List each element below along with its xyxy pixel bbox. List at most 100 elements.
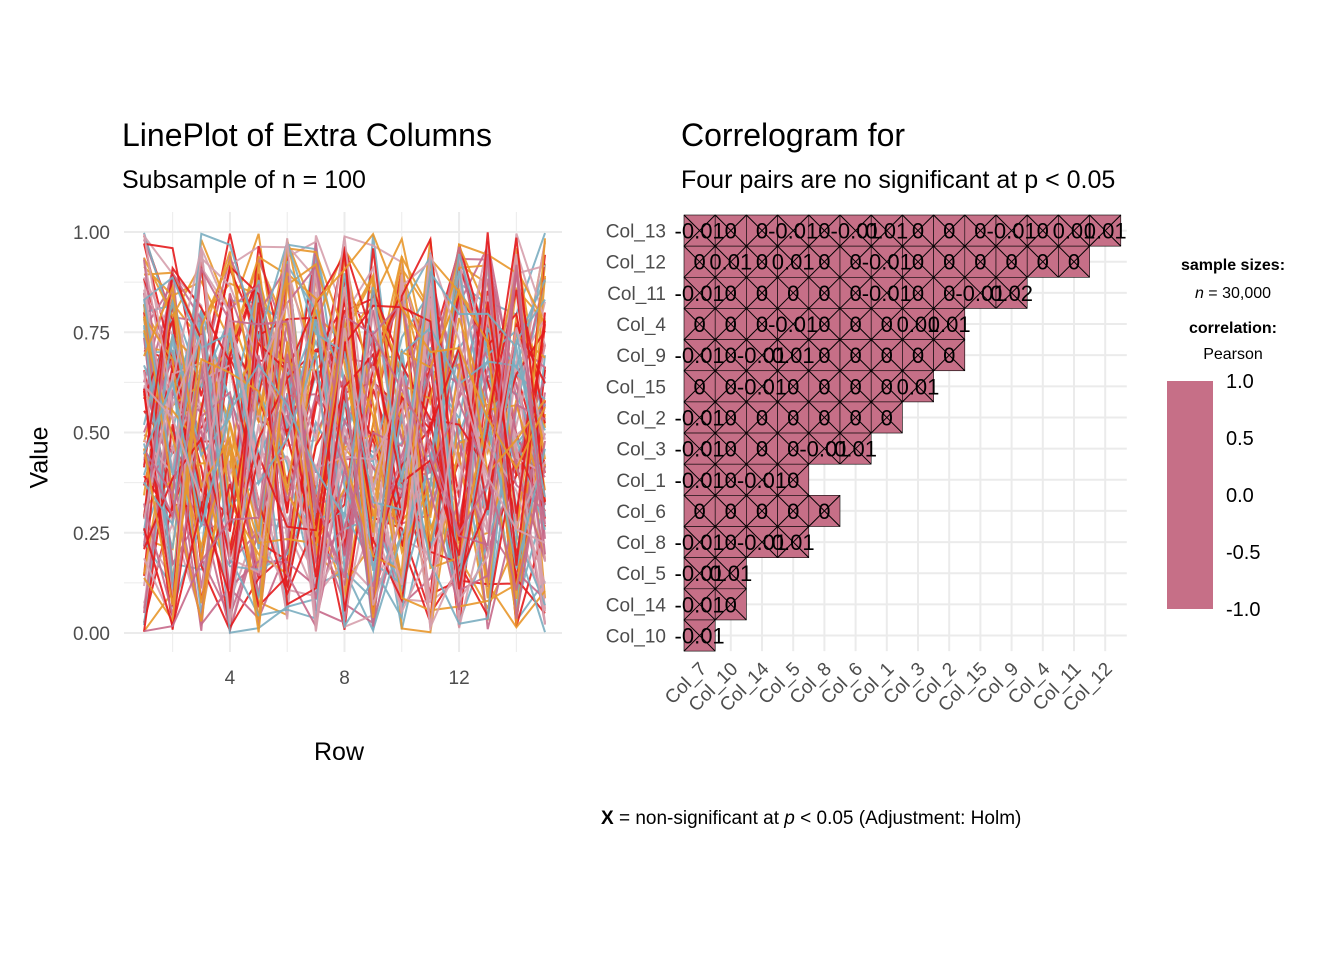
correlation-value-label: 0 [693,250,705,275]
correlation-value-label: 0 [943,281,955,306]
correlation-value-label: 0 [912,281,924,306]
non-significant-mark [870,401,903,434]
non-significant-mark [683,308,716,340]
y-tick-label: Col_6 [616,502,666,523]
correlation-value-label: 0 [912,250,924,275]
y-tick-label: Col_12 [606,253,666,274]
correlation-value-label: 0 [1068,250,1080,275]
correlation-value-label: -0.01 [955,281,1005,306]
non-significant-mark [1026,214,1059,247]
non-significant-mark [995,214,1028,247]
correlation-value-label: 0 [974,219,986,244]
correlation-value-label: 0 [818,499,830,524]
series-line [143,232,546,586]
series-line [143,265,546,555]
correlation-value-label: 0 [849,281,861,306]
non-significant-mark [777,339,810,372]
series-line [143,233,546,624]
correlation-value-label: 0 [818,219,830,244]
non-significant-mark [746,308,778,340]
legend-sample-size: n = 30,000 [1194,285,1272,302]
non-significant-mark [808,339,841,372]
correlation-value-label: 0.01 [897,312,940,337]
non-significant-mark [964,276,997,309]
non-significant-mark [683,276,716,309]
correlation-value-label: 0.01 [1053,219,1096,244]
y-tick-label: Col_10 [606,627,666,648]
correlation-value-label: -0.01 [675,405,725,430]
correlation-value-label: 0 [725,468,737,493]
non-significant-mark [777,494,810,527]
correlation-value-label: -0.01 [862,250,912,275]
correlation-value-label: -0.01 [737,530,787,555]
non-significant-mark [933,214,966,247]
correlation-value-label: 0 [912,219,924,244]
correlation-value-label: 0.01 [772,343,815,368]
non-significant-mark [746,494,778,527]
non-significant-mark [714,557,747,590]
correlation-value-label: 0 [756,312,768,337]
non-significant-mark [683,432,716,465]
non-significant-mark [683,526,716,559]
chart-caption: X = non-significant at p < 0.05 (Adjustm… [601,808,1022,829]
series-line [143,275,546,630]
non-significant-mark [714,276,747,309]
non-significant-mark [777,526,810,559]
non-significant-mark [808,276,841,309]
legend-sample-title: sample sizes: [1180,257,1286,274]
legend-correlation-method: Pearson [1203,346,1263,363]
correlation-value-label: 0 [787,281,799,306]
legend-colorbar [1167,381,1213,609]
correlation-value-label: 0.02 [990,281,1033,306]
non-significant-mark [870,339,903,372]
correlation-value-label: 0.01 [928,312,971,337]
correlation-value-label: 0 [849,312,861,337]
correlation-value-label: 0.01 [1084,219,1127,244]
correlation-value-label: 0 [725,312,737,337]
non-significant-mark [777,245,810,278]
correlation-value-label: -0.01 [768,312,818,337]
correlation-value-label: -0.01 [768,219,818,244]
series-line [143,243,546,632]
correlation-value-label: -0.01 [737,468,787,493]
non-significant-mark [839,370,872,403]
non-significant-mark [933,276,966,309]
non-significant-mark [683,494,716,527]
non-significant-mark [746,214,778,247]
non-significant-mark [746,526,778,559]
non-significant-mark [714,526,747,559]
correlation-value-label: 0 [725,405,737,430]
correlation-value-label: -0.01 [675,219,725,244]
correlation-value-label: 0 [756,405,768,430]
y-tick-label: 1.00 [73,223,110,244]
correlation-value-label: 0.01 [772,530,815,555]
correlation-value-label: 0 [849,343,861,368]
correlation-value-label: -0.01 [675,561,725,586]
correlation-value-label: 0 [849,250,861,275]
right-chart-title: Correlogram for [681,117,906,153]
non-significant-mark [683,401,716,434]
legend-tick-label: 1.0 [1226,371,1254,393]
y-tick-label: Col_3 [616,440,666,461]
correlation-value-label: 0 [725,499,737,524]
non-significant-mark [777,308,810,340]
correlation-value-label: 0 [725,437,737,462]
y-tick-label: Col_4 [616,315,666,336]
non-significant-mark [902,339,934,372]
correlation-value-label: 0 [756,281,768,306]
non-significant-mark [933,308,966,340]
correlation-value-label: 0.01 [772,250,815,275]
series-line [143,237,546,631]
non-significant-mark [808,214,841,247]
correlation-value-label: 0 [1037,250,1049,275]
non-significant-mark [714,214,747,247]
non-significant-mark [902,276,934,309]
non-significant-mark [839,401,872,434]
correlation-value-label: 0 [756,499,768,524]
y-tick-label: 0.75 [73,323,110,344]
correlation-value-label: 0 [943,219,955,244]
y-tick-label: 0.25 [73,524,110,545]
non-significant-mark [714,588,747,621]
left-chart-subtitle: Subsample of n = 100 [122,166,366,194]
non-significant-mark [777,401,810,434]
